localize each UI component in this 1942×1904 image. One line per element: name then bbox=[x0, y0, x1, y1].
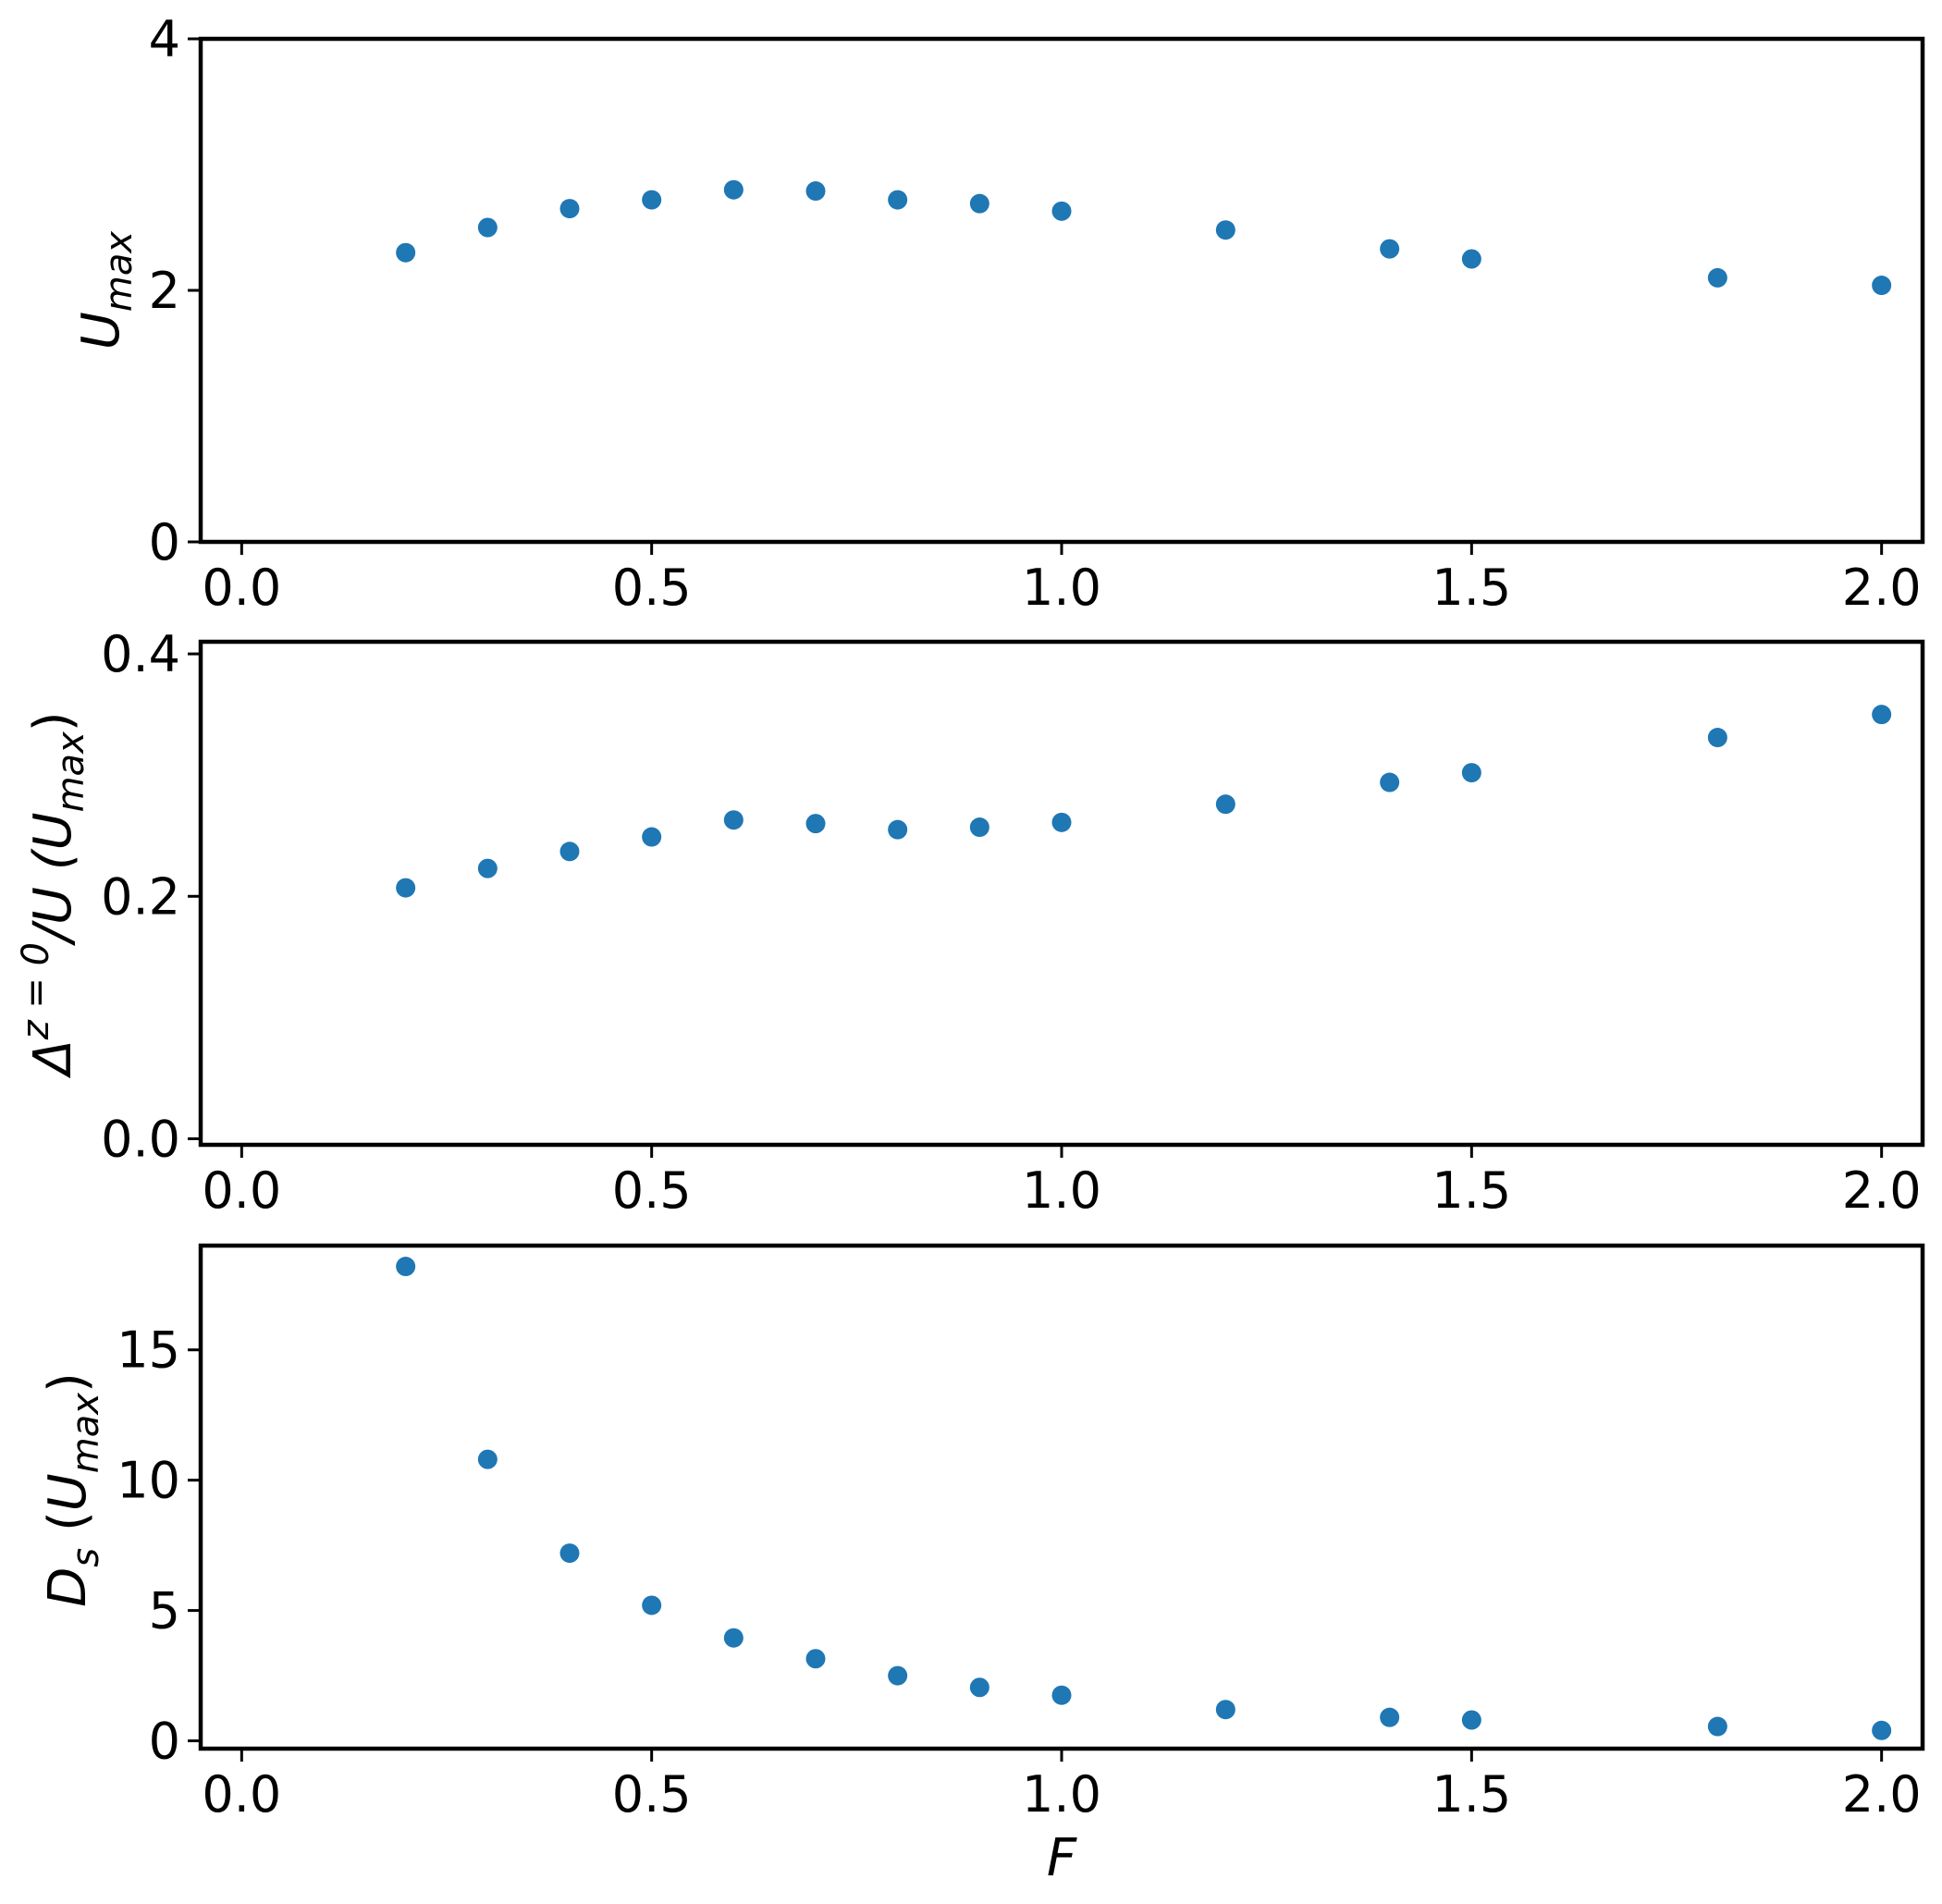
umax-x-ticks: 0.0 0.5 1.0 1.5 2.0 bbox=[202, 542, 1922, 617]
umax-marker-8 bbox=[1051, 201, 1072, 221]
delta-marker-12 bbox=[1707, 728, 1727, 748]
umax-y-axis-label: Umax bbox=[71, 231, 141, 350]
panel-ds: 0.0 0.5 1.0 1.5 2.0 0 5 10 15 Ds (Umax) F bbox=[38, 1243, 1925, 1888]
umax-marker-6 bbox=[888, 190, 908, 210]
delta-x-tick-label-0: 0.0 bbox=[202, 1161, 281, 1220]
umax-marker-2 bbox=[559, 199, 580, 219]
delta-axes-frame bbox=[198, 639, 1925, 1148]
ds-y-tick-label-1: 5 bbox=[149, 1582, 180, 1640]
ds-y-axis-label: Ds (Umax) bbox=[38, 1372, 107, 1607]
panel-delta: 0.0 0.5 1.0 1.5 2.0 0.0 0.2 0.4 Δz = 0/U (Umax… bbox=[15, 625, 1925, 1220]
delta-x-tick-label-3: 1.5 bbox=[1432, 1161, 1511, 1220]
umax-marker-5 bbox=[805, 181, 826, 202]
ds-marker-11 bbox=[1461, 1710, 1481, 1730]
delta-marker-11 bbox=[1461, 763, 1481, 783]
ds-y-tick-label-0: 0 bbox=[149, 1713, 180, 1771]
umax-marker-7 bbox=[969, 193, 989, 214]
umax-axes-frame bbox=[198, 36, 1925, 545]
umax-markers bbox=[396, 179, 1892, 296]
delta-x-tick-label-1: 0.5 bbox=[612, 1161, 692, 1220]
umax-marker-4 bbox=[723, 179, 744, 200]
umax-y-ticks: 0 2 4 bbox=[149, 10, 201, 571]
umax-marker-11 bbox=[1461, 249, 1481, 269]
delta-marker-5 bbox=[805, 814, 826, 834]
delta-x-tick-label-4: 2.0 bbox=[1842, 1161, 1922, 1220]
ds-x-ticks: 0.0 0.5 1.0 1.5 2.0 bbox=[202, 1749, 1922, 1824]
umax-y-tick-label-1: 2 bbox=[149, 262, 180, 320]
ds-x-tick-label-4: 2.0 bbox=[1842, 1765, 1922, 1824]
delta-y-tick-label-0: 0.0 bbox=[101, 1110, 180, 1168]
delta-marker-6 bbox=[888, 819, 908, 840]
delta-y-axis-label: Δz = 0/U (Umax) bbox=[15, 711, 92, 1078]
ds-marker-4 bbox=[723, 1628, 744, 1648]
umax-y-tick-label-2: 4 bbox=[149, 10, 180, 68]
ds-x-tick-label-2: 1.0 bbox=[1022, 1765, 1101, 1824]
umax-marker-1 bbox=[477, 217, 498, 238]
delta-marker-4 bbox=[723, 810, 744, 830]
ds-marker-3 bbox=[642, 1595, 662, 1615]
delta-marker-13 bbox=[1872, 705, 1892, 725]
delta-markers bbox=[396, 705, 1892, 898]
umax-marker-13 bbox=[1872, 276, 1892, 296]
delta-marker-9 bbox=[1215, 794, 1235, 815]
ds-x-tick-label-1: 0.5 bbox=[612, 1765, 692, 1824]
umax-marker-3 bbox=[642, 190, 662, 210]
umax-x-tick-label-2: 1.0 bbox=[1022, 559, 1101, 617]
ds-marker-8 bbox=[1051, 1685, 1072, 1705]
delta-x-ticks: 0.0 0.5 1.0 1.5 2.0 bbox=[202, 1145, 1922, 1220]
ds-markers bbox=[396, 1257, 1892, 1740]
delta-marker-7 bbox=[969, 817, 989, 838]
delta-y-ticks: 0.0 0.2 0.4 bbox=[101, 625, 201, 1168]
umax-marker-9 bbox=[1215, 220, 1235, 240]
umax-x-tick-label-1: 0.5 bbox=[612, 559, 692, 617]
ds-marker-9 bbox=[1215, 1700, 1235, 1720]
ds-y-tick-label-2: 10 bbox=[117, 1452, 180, 1510]
ds-x-tick-label-3: 1.5 bbox=[1432, 1765, 1511, 1824]
ds-axes-frame bbox=[198, 1243, 1925, 1751]
delta-marker-0 bbox=[396, 878, 416, 898]
ds-marker-0 bbox=[396, 1257, 416, 1277]
umax-x-tick-label-3: 1.5 bbox=[1432, 559, 1511, 617]
umax-marker-12 bbox=[1707, 267, 1727, 288]
ds-marker-12 bbox=[1707, 1716, 1727, 1737]
ds-marker-7 bbox=[969, 1677, 989, 1698]
delta-x-tick-label-2: 1.0 bbox=[1022, 1161, 1101, 1220]
umax-x-tick-label-4: 2.0 bbox=[1842, 559, 1922, 617]
ds-marker-6 bbox=[888, 1665, 908, 1686]
ds-y-ticks: 0 5 10 15 bbox=[117, 1321, 201, 1771]
panel-umax: 0.0 0.5 1.0 1.5 2.0 0 2 4 Umax bbox=[71, 10, 1925, 617]
delta-marker-8 bbox=[1051, 812, 1072, 832]
ds-y-tick-label-3: 15 bbox=[117, 1321, 180, 1380]
umax-marker-10 bbox=[1380, 239, 1400, 259]
umax-marker-0 bbox=[396, 242, 416, 263]
ds-marker-13 bbox=[1872, 1720, 1892, 1740]
ds-marker-1 bbox=[477, 1449, 498, 1469]
delta-y-tick-label-1: 0.2 bbox=[101, 867, 180, 926]
ds-marker-10 bbox=[1380, 1707, 1400, 1727]
delta-marker-10 bbox=[1380, 772, 1400, 792]
x-axis-label: F bbox=[1047, 1828, 1077, 1888]
ds-marker-2 bbox=[559, 1543, 580, 1564]
delta-marker-1 bbox=[477, 858, 498, 878]
umax-y-tick-label-0: 0 bbox=[149, 513, 180, 571]
ds-marker-5 bbox=[805, 1649, 826, 1669]
ds-x-tick-label-0: 0.0 bbox=[202, 1765, 281, 1824]
delta-marker-3 bbox=[642, 827, 662, 847]
delta-marker-2 bbox=[559, 841, 580, 862]
delta-y-tick-label-2: 0.4 bbox=[101, 625, 180, 683]
umax-x-tick-label-0: 0.0 bbox=[202, 559, 281, 617]
